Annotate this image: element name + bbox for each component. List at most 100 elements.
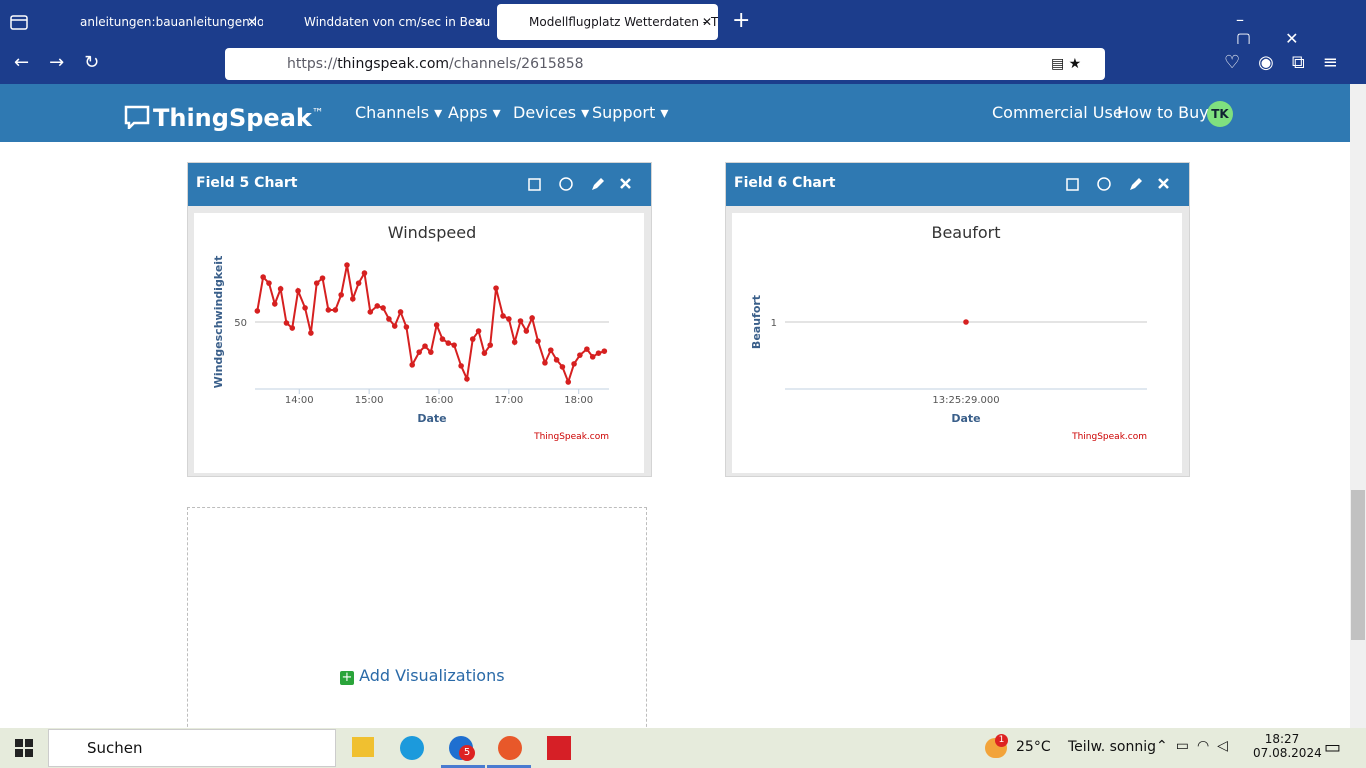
- data-point: [380, 305, 386, 311]
- weather-text: Teilw. sonnig: [1068, 739, 1157, 755]
- data-point: [302, 305, 308, 311]
- menu[interactable]: Channels ▾: [355, 103, 443, 122]
- menu[interactable]: Devices ▾: [513, 103, 590, 122]
- data-point: [601, 348, 608, 354]
- data-point: [403, 324, 410, 330]
- new-tab[interactable]: +: [732, 8, 751, 33]
- search-box[interactable]: Suchen: [48, 729, 336, 767]
- y-axis-label: Windgeschwindigkeit: [212, 256, 225, 389]
- chart-box: Beaufort Beaufort Date ThingSpeak.com 1 13:25…: [732, 213, 1182, 473]
- data-point: [511, 339, 518, 345]
- notifications[interactable]: ▭: [1324, 737, 1342, 758]
- app-firefox[interactable]: [498, 736, 522, 760]
- search-label: Suchen: [87, 739, 143, 757]
- data-point: [325, 307, 332, 313]
- url-host: thingspeak.com: [337, 56, 450, 72]
- clock[interactable]: 18:27 07.08.2024: [1253, 732, 1322, 760]
- data-point: [319, 275, 326, 281]
- panel-header: Field 5 Chart: [188, 163, 651, 206]
- app-explorer[interactable]: [352, 737, 374, 757]
- data-point: [397, 309, 404, 315]
- tab-title: anleitungen:bauanleitungen:lo: [80, 15, 263, 29]
- data-point: [308, 330, 314, 336]
- data-point: [433, 322, 440, 328]
- chart: Beaufort Beaufort Date ThingSpeak.com 1 13:25…: [750, 223, 1147, 442]
- tab-title: Winddaten von cm/sec in Beau: [304, 15, 490, 29]
- taskbar: Suchen 5 1 25°C Teilw. sonnig ⌃▭◠◁ 18:27…: [0, 728, 1366, 768]
- window-controls[interactable]: –▢✕: [1236, 10, 1333, 48]
- panel-title: Field 5 Chart: [196, 175, 298, 191]
- data-point: [283, 320, 290, 326]
- scroll-thumb[interactable]: [1351, 490, 1365, 640]
- chart-title: Beaufort: [931, 223, 1000, 242]
- date: 07.08.2024: [1253, 746, 1322, 760]
- data-point: [565, 379, 572, 385]
- x-tick-label: 13:25:29.000: [932, 395, 999, 406]
- data-point: [475, 328, 482, 334]
- data-point: [416, 349, 422, 355]
- menu[interactable]: Apps ▾: [448, 103, 501, 122]
- tab-bar: anleitungen:bauanleitungen:lo ✕ Winddaten…: [0, 0, 1366, 48]
- menu-label: Support: [592, 103, 656, 122]
- avatar[interactable]: TK: [1207, 101, 1233, 127]
- data-point: [535, 338, 541, 344]
- url-scheme: https://: [287, 56, 338, 72]
- menu-label: Devices: [513, 103, 577, 122]
- nav-buttons[interactable]: ←→↻: [14, 52, 120, 73]
- brand[interactable]: ThingSpeak™: [153, 84, 324, 147]
- tray-icons[interactable]: ⌃▭◠◁: [1156, 738, 1236, 754]
- y-tick-label: 50: [234, 318, 247, 329]
- temperature: 25°C: [1016, 739, 1051, 755]
- chart-panel: Field 5 Chart Windspeed Windgeschwindigke…: [187, 162, 652, 477]
- tab-list-icon[interactable]: [10, 13, 28, 31]
- menu-label: Channels: [355, 103, 430, 122]
- data-point: [517, 318, 524, 324]
- nav-link[interactable]: How to Buy: [1117, 103, 1209, 122]
- data-point: [481, 350, 488, 356]
- x-tick-label: 16:00: [425, 395, 454, 406]
- app-badge: 5: [459, 745, 475, 761]
- add-visualizations[interactable]: + Add Visualizations: [340, 666, 505, 685]
- panel-actions[interactable]: [1066, 176, 1176, 192]
- app-avira[interactable]: [547, 736, 571, 760]
- toolbar-icons[interactable]: ♡◉⧉≡: [1224, 52, 1356, 73]
- data-point: [469, 336, 476, 342]
- data-point: [559, 364, 566, 370]
- data-point: [332, 307, 339, 313]
- panel-header: Field 6 Chart: [726, 163, 1189, 206]
- chart-title: Windspeed: [388, 223, 477, 242]
- tab[interactable]: anleitungen:bauanleitungen:lo ✕: [80, 15, 263, 29]
- panel-actions[interactable]: [528, 176, 638, 192]
- data-point: [367, 309, 374, 315]
- data-point: [344, 262, 350, 268]
- tab[interactable]: Winddaten von cm/sec in Beau ✕: [304, 15, 490, 29]
- data-point: [260, 274, 266, 280]
- trademark: ™: [311, 106, 324, 120]
- app-edge[interactable]: [400, 736, 424, 760]
- data-point: [963, 319, 969, 325]
- data-point: [571, 361, 577, 367]
- url-bar[interactable]: https://thingspeak.com/channels/2615858 ▤…: [225, 48, 1105, 80]
- menu[interactable]: Support ▾: [592, 103, 669, 122]
- logo-icon: [124, 105, 150, 129]
- data-point: [428, 349, 434, 355]
- data-point: [374, 303, 381, 309]
- data-point: [493, 285, 499, 291]
- data-point: [487, 342, 494, 348]
- data-point: [445, 340, 452, 346]
- tab-active[interactable]: Modellflugplatz Wetterdaten - T ✕: [497, 4, 718, 40]
- data-point: [500, 313, 506, 319]
- data-point: [350, 296, 356, 302]
- data-point: [584, 346, 590, 352]
- data-point: [553, 357, 560, 363]
- nav-link[interactable]: Commercial Use: [992, 103, 1123, 122]
- weather-icon[interactable]: 1: [985, 734, 1008, 758]
- x-axis-label: Date: [951, 412, 980, 425]
- menu-label: Apps: [448, 103, 488, 122]
- x-tick-label: 17:00: [494, 395, 523, 406]
- chart-credit: ThingSpeak.com: [1071, 432, 1147, 442]
- app-mail[interactable]: 5: [449, 736, 475, 761]
- start-button[interactable]: [15, 739, 33, 757]
- data-point: [386, 316, 392, 322]
- data-point: [523, 328, 530, 334]
